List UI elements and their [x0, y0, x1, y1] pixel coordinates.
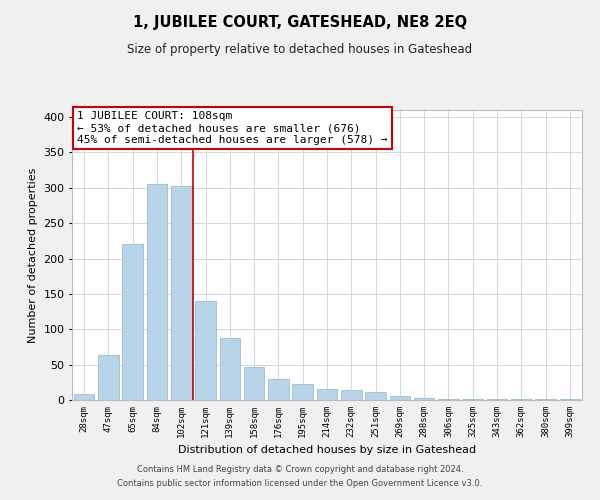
- Bar: [292, 384, 313, 400]
- Bar: [244, 368, 265, 400]
- Bar: [74, 394, 94, 400]
- Bar: [414, 398, 434, 400]
- Text: 1, JUBILEE COURT, GATESHEAD, NE8 2EQ: 1, JUBILEE COURT, GATESHEAD, NE8 2EQ: [133, 15, 467, 30]
- Bar: [389, 396, 410, 400]
- Bar: [438, 398, 459, 400]
- Text: Contains HM Land Registry data © Crown copyright and database right 2024.
Contai: Contains HM Land Registry data © Crown c…: [118, 466, 482, 487]
- Bar: [220, 338, 240, 400]
- Bar: [365, 392, 386, 400]
- Bar: [122, 244, 143, 400]
- Text: 1 JUBILEE COURT: 108sqm
← 53% of detached houses are smaller (676)
45% of semi-d: 1 JUBILEE COURT: 108sqm ← 53% of detache…: [77, 112, 388, 144]
- X-axis label: Distribution of detached houses by size in Gateshead: Distribution of detached houses by size …: [178, 446, 476, 456]
- Bar: [317, 388, 337, 400]
- Y-axis label: Number of detached properties: Number of detached properties: [28, 168, 38, 342]
- Bar: [341, 390, 362, 400]
- Bar: [98, 356, 119, 400]
- Bar: [146, 184, 167, 400]
- Bar: [268, 379, 289, 400]
- Bar: [171, 186, 191, 400]
- Bar: [195, 301, 216, 400]
- Text: Size of property relative to detached houses in Gateshead: Size of property relative to detached ho…: [127, 42, 473, 56]
